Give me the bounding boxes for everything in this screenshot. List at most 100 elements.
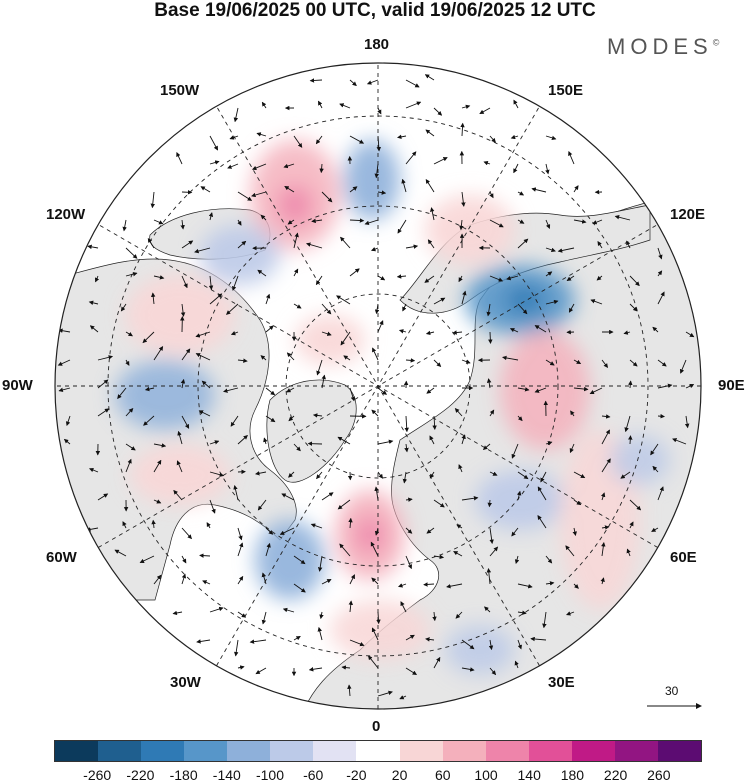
map-disc: [55, 63, 701, 709]
wind-vector: [537, 486, 547, 501]
wind-vector: [600, 492, 606, 501]
wind-vector: [348, 517, 353, 529]
wind-vector: [425, 330, 435, 336]
wind-vector: [194, 247, 211, 254]
wind-vector: [489, 219, 504, 228]
colorbar-segment: [528, 741, 572, 761]
colorbar-tick-label: -100: [255, 767, 285, 783]
wind-vector: [433, 297, 446, 305]
wind-vector: [545, 219, 551, 230]
wind-vector: [117, 387, 127, 400]
wind-vector: [310, 523, 323, 529]
wind-vector: [405, 244, 419, 249]
wind-vector: [433, 107, 443, 116]
wind-vector: [209, 160, 220, 165]
wind-vector: [89, 325, 99, 333]
wind-vector: [628, 435, 633, 445]
wind-vector: [614, 215, 631, 221]
wind-vector: [537, 515, 547, 529]
wind-vector: [370, 541, 379, 557]
wind-vector: [545, 163, 550, 175]
wind-vector: [629, 499, 642, 511]
colorbar-segment: [442, 741, 486, 761]
wind-vector: [153, 499, 162, 504]
wind-vector: [339, 103, 351, 109]
wind-vector: [531, 187, 547, 193]
colorbar-tick-label: 20: [391, 767, 408, 783]
wind-vector: [540, 471, 547, 483]
wind-vector: [404, 443, 409, 453]
map-border: [54, 62, 702, 710]
lon-label-60e: 60E: [670, 549, 697, 566]
wind-vector: [336, 295, 351, 305]
wind-vector: [516, 490, 522, 501]
wind-vector: [517, 610, 527, 615]
wind-vector: [517, 387, 530, 392]
wind-vector: [565, 545, 575, 557]
lon-label-60w: 60W: [46, 549, 77, 566]
wind-vector: [180, 219, 185, 230]
wind-vector: [589, 387, 603, 395]
wind-vector: [679, 359, 687, 374]
wind-vector: [261, 101, 267, 109]
wind-vector: [97, 493, 109, 501]
wind-vector: [315, 135, 323, 145]
brand-name: MODES: [607, 34, 713, 59]
wind-vector: [402, 303, 407, 312]
wind-vector: [601, 542, 606, 557]
wind-vector: [511, 527, 519, 537]
wind-vector: [63, 438, 71, 445]
wind-vector: [337, 499, 351, 510]
wind-vector: [557, 247, 575, 253]
wind-vector: [321, 492, 334, 501]
wind-vector: [195, 331, 211, 338]
wind-vector: [181, 275, 188, 289]
wind-vector: [486, 568, 492, 585]
wind-vector: [196, 639, 211, 644]
wind-vector: [349, 574, 355, 585]
wind-vector: [125, 407, 134, 417]
wind-vector: [597, 241, 603, 249]
wind-vector: [424, 74, 435, 81]
wind-vector: [569, 443, 575, 454]
wind-vector: [573, 386, 589, 392]
wind-vector: [125, 443, 136, 451]
wind-vector: [489, 135, 496, 143]
wind-vector: [173, 489, 183, 501]
wind-vector: [120, 303, 127, 312]
wind-vector: [153, 574, 162, 585]
wind-vector: [573, 583, 579, 589]
colorbar-segment: [614, 741, 658, 761]
wind-vector: [58, 387, 71, 393]
wind-vector: [651, 527, 659, 532]
wind-vector: [293, 555, 306, 565]
wind-vector: [181, 527, 192, 540]
wind-vector: [568, 303, 575, 313]
wind-vector: [513, 99, 519, 109]
wind-vector: [340, 236, 351, 249]
wind-vector: [321, 374, 326, 389]
wind-vector: [349, 639, 365, 647]
wind-vector: [209, 471, 225, 477]
wind-vector: [88, 300, 99, 306]
colorbar-tick-label: 60: [435, 767, 451, 783]
wind-vector: [456, 524, 463, 529]
lon-label-0: 0: [372, 718, 381, 735]
wind-vector: [405, 358, 416, 363]
wind-vector: [657, 247, 663, 260]
wind-vector: [233, 484, 239, 501]
wind-vector: [255, 471, 267, 476]
wind-vector: [628, 380, 633, 389]
wind-vector: [484, 606, 491, 613]
wind-vector: [265, 325, 274, 333]
wind-vector: [629, 521, 634, 529]
lon-label-120w: 120W: [46, 206, 86, 223]
wind-vector: [151, 519, 156, 529]
wind-vector: [545, 299, 559, 305]
wind-vector: [237, 435, 248, 445]
wind-vector: [455, 611, 463, 619]
wind-vector: [400, 601, 407, 613]
wind-vector: [405, 667, 418, 675]
wind-vector: [65, 415, 71, 427]
wind-vector: [317, 555, 323, 572]
